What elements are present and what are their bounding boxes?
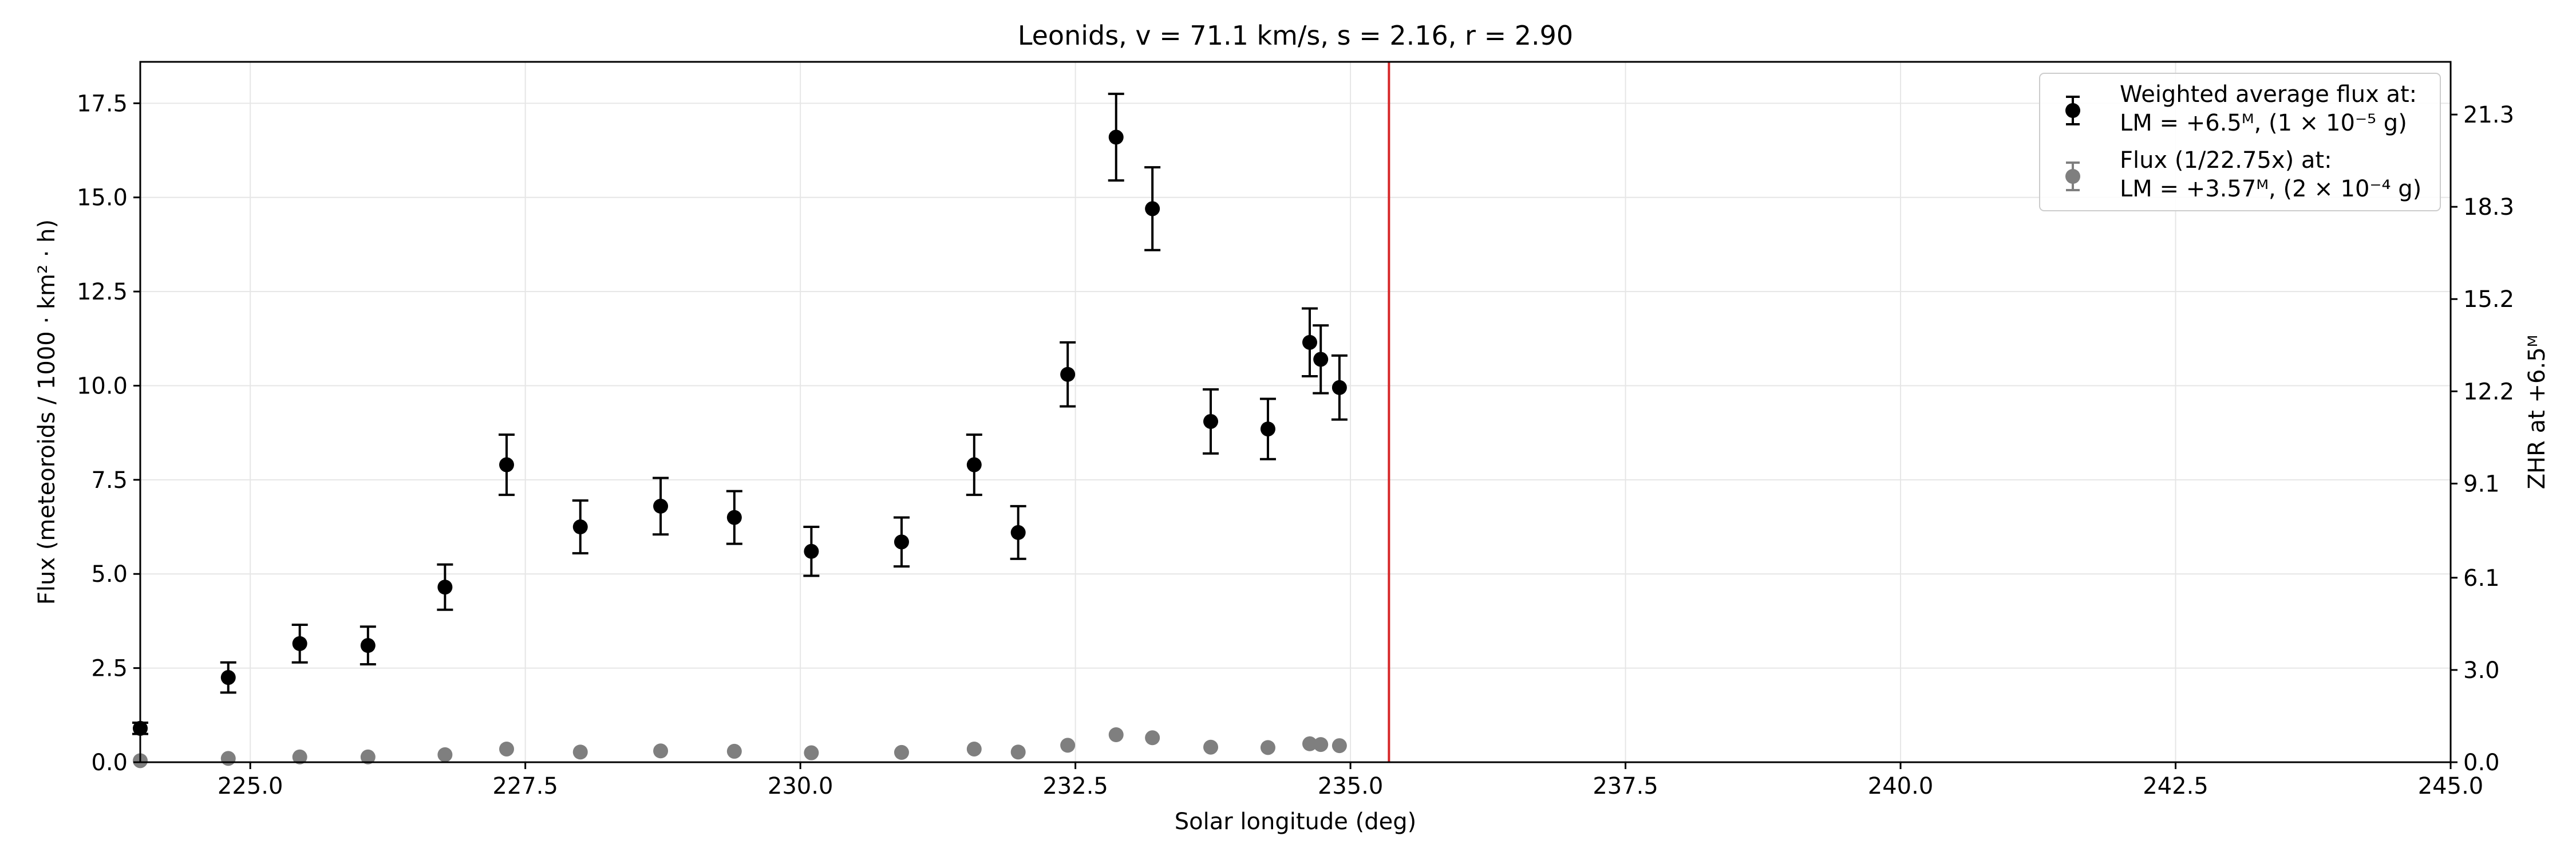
data-point [572, 744, 588, 760]
data-point [437, 580, 453, 595]
x-tick-label: 230.0 [768, 773, 833, 799]
y2-tick-label: 21.3 [2463, 102, 2514, 128]
legend-entry: Flux (1/22.75x) at:LM = +3.57ᴹ, (2 × 10⁻… [2065, 147, 2421, 202]
data-point [653, 743, 669, 759]
data-point [437, 747, 453, 762]
data-point [499, 741, 514, 756]
y-tick-label: 5.0 [91, 561, 128, 588]
y-axis-label: Flux (meteoroids / 1000 · km² · h) [34, 219, 60, 605]
series-scaled-flux [133, 727, 1347, 769]
x-tick-label: 227.5 [492, 773, 558, 799]
data-point [1313, 737, 1329, 752]
data-point [1203, 413, 1219, 429]
data-point [220, 751, 236, 766]
y2-tick-label: 15.2 [2463, 286, 2514, 313]
legend-label-line2: LM = +6.5ᴹ, (1 × 10⁻⁵ g) [2120, 110, 2407, 136]
data-point [1332, 380, 1347, 395]
legend-label: Weighted average flux at: [2120, 81, 2417, 108]
x-tick-label: 232.5 [1042, 773, 1108, 799]
data-point [804, 543, 819, 559]
x-tick-label: 235.0 [1318, 773, 1384, 799]
y-tick-label: 7.5 [91, 467, 128, 494]
y-tick-label: 2.5 [91, 656, 128, 682]
data-point [1302, 736, 1317, 751]
data-point [966, 741, 982, 756]
data-point [726, 510, 742, 525]
x-tick-label: 242.5 [2143, 773, 2208, 799]
y-tick-label: 17.5 [77, 90, 128, 117]
data-point [292, 636, 307, 651]
y2-tick-label: 18.3 [2463, 194, 2514, 220]
axis-ticks: 225.0 227.5 230.0 232.5 235.0 237.5 240.0 242.5… [77, 90, 2514, 799]
data-point [1332, 738, 1347, 754]
data-point [1313, 352, 1329, 367]
data-point [1260, 740, 1275, 755]
legend-label: Flux (1/22.75x) at: [2120, 147, 2332, 174]
data-point [894, 534, 909, 550]
series-weighted-flux [132, 92, 1348, 736]
data-point [499, 457, 514, 472]
data-point [653, 498, 669, 514]
legend-marker [2065, 169, 2080, 184]
y-tick-label: 12.5 [77, 279, 128, 305]
legend: Weighted average flux at:LM = +6.5ᴹ, (1 … [2039, 73, 2441, 211]
data-point [726, 743, 742, 759]
x-axis-label: Solar longitude (deg) [1175, 809, 1416, 835]
data-point [1145, 730, 1160, 746]
y-tick-label: 0.0 [91, 750, 128, 776]
data-point [1060, 738, 1076, 753]
y-tick-label: 10.0 [77, 373, 128, 399]
legend-box [2039, 73, 2441, 211]
data-point [1010, 744, 1026, 760]
data-point [1260, 421, 1275, 437]
data-point [894, 744, 909, 760]
x-tick-label: 225.0 [218, 773, 283, 799]
legend-label-line2: LM = +3.57ᴹ, (2 × 10⁻⁴ g) [2120, 176, 2421, 202]
y2-tick-label: 0.0 [2463, 750, 2500, 776]
data-point [1010, 525, 1026, 540]
y2-axis-label: ZHR at +6.5ᴹ [2524, 335, 2550, 490]
data-point [966, 457, 982, 472]
x-tick-label: 245.0 [2418, 773, 2484, 799]
data-point [804, 745, 819, 761]
y2-tick-label: 12.2 [2463, 379, 2514, 405]
data-point [572, 519, 588, 535]
plot-frame [139, 61, 2452, 763]
data-point [1060, 367, 1076, 382]
data-point [1108, 129, 1124, 145]
y2-tick-label: 6.1 [2463, 565, 2500, 592]
data-point [1203, 739, 1219, 755]
data-point [1108, 727, 1124, 743]
data-point [220, 670, 236, 685]
data-layer [132, 92, 1348, 769]
y2-tick-label: 9.1 [2463, 471, 2500, 497]
legend-marker [2065, 103, 2080, 118]
data-point [292, 749, 307, 765]
data-point [1145, 201, 1160, 216]
y-tick-label: 15.0 [77, 185, 128, 211]
data-point [360, 638, 376, 653]
x-tick-label: 237.5 [1593, 773, 1658, 799]
chart-title: Leonids, v = 71.1 km/s, s = 2.16, r = 2.… [1018, 20, 1573, 51]
y2-tick-label: 3.0 [2463, 657, 2500, 684]
data-point [360, 749, 376, 765]
x-tick-label: 240.0 [1868, 773, 1934, 799]
legend-entry: Weighted average flux at:LM = +6.5ᴹ, (1 … [2065, 81, 2417, 136]
data-point [1302, 334, 1317, 350]
